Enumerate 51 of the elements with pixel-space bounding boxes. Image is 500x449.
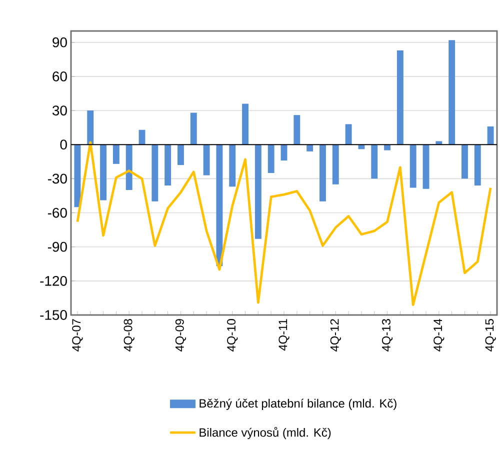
bar xyxy=(254,144,262,239)
bar xyxy=(410,144,416,188)
y-tick-label: -60 xyxy=(48,208,67,218)
x-tick-label: 4Q-09 xyxy=(175,319,186,352)
bar xyxy=(126,144,132,190)
x-tick-label: 4Q-11 xyxy=(278,319,290,351)
bar xyxy=(242,104,248,145)
y-tick-label: 60 xyxy=(52,71,67,82)
line-series xyxy=(76,141,492,306)
x-tick-label: 4Q-10 xyxy=(227,318,238,352)
bar xyxy=(345,124,352,145)
bar xyxy=(320,144,326,202)
x-tick-label: 4Q-14 xyxy=(434,318,444,352)
bar xyxy=(100,144,106,200)
y-tick-label: -120 xyxy=(40,276,67,286)
bar xyxy=(268,144,274,174)
bar xyxy=(190,112,197,145)
y-tick-label: 90 xyxy=(52,37,67,48)
bar xyxy=(332,144,339,184)
bar xyxy=(112,144,120,164)
bar xyxy=(229,144,236,187)
bar xyxy=(74,144,81,208)
x-tick-label: 4Q-08 xyxy=(124,319,134,352)
x-tick-label: 4Q-07 xyxy=(72,319,83,352)
bar xyxy=(294,115,300,145)
y-tick-label: -150 xyxy=(40,310,67,320)
bar xyxy=(203,144,210,176)
bar xyxy=(280,144,288,161)
bar xyxy=(384,144,390,150)
y-tick-label: 0 xyxy=(60,140,67,150)
bar xyxy=(474,144,481,186)
bar xyxy=(152,144,158,202)
y-tick-label: -30 xyxy=(48,174,67,184)
bar xyxy=(396,50,404,145)
bar xyxy=(178,144,184,166)
x-tick-label: 4Q-15 xyxy=(485,319,496,352)
x-tick-label: 4Q-13 xyxy=(382,319,393,352)
y-tick-label: -90 xyxy=(48,242,67,252)
legend-label: Běžný účet platební bilance (mld. Kč) xyxy=(200,398,396,410)
bar xyxy=(462,144,468,179)
x-tick-label: 4Q-12 xyxy=(330,319,341,352)
bar xyxy=(487,126,494,145)
bar xyxy=(216,144,223,266)
bar xyxy=(87,110,94,145)
y-tick-label: 30 xyxy=(52,106,67,116)
legend-label: Bilance výnosů (mld. Kč) xyxy=(200,426,331,440)
bar xyxy=(448,40,456,145)
bar xyxy=(371,144,378,179)
bar xyxy=(306,144,314,152)
bar xyxy=(164,144,172,186)
bar xyxy=(422,144,430,189)
